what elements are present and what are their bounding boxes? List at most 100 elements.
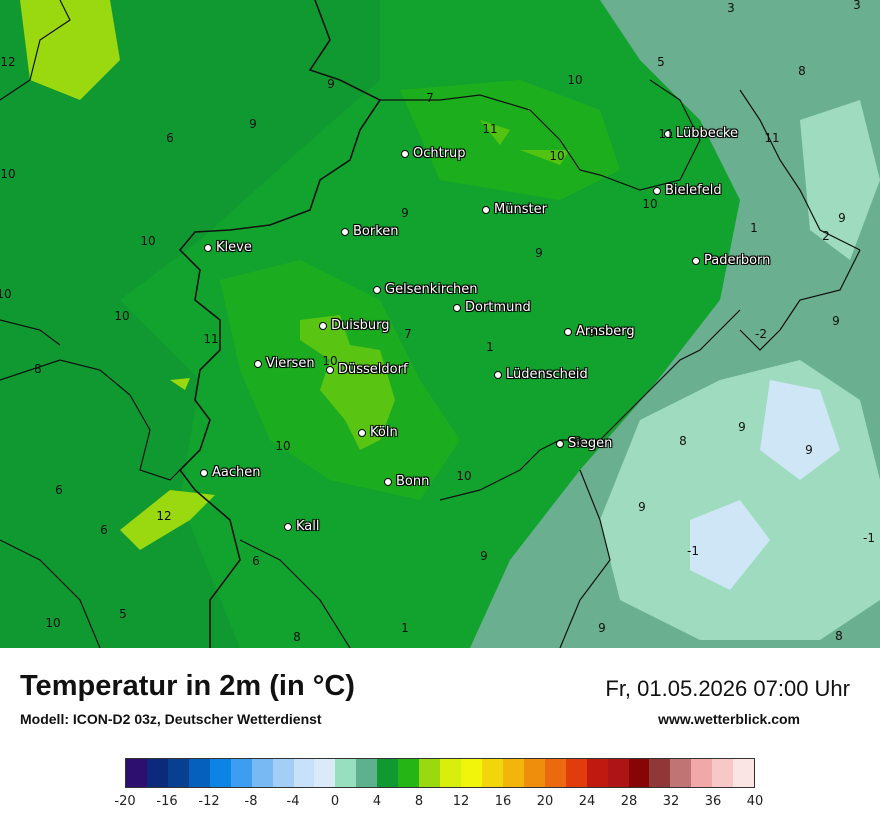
map-title: Temperatur in 2m (in °C) xyxy=(20,670,355,702)
color-scale-cell xyxy=(649,759,671,787)
color-scale-cell xyxy=(314,759,336,787)
color-scale-cell xyxy=(126,759,147,787)
map-footer: Temperatur in 2m (in °C) Modell: ICON-D2… xyxy=(0,648,880,830)
color-scale-tick-label: 8 xyxy=(414,794,424,809)
city-label: Ochtrup xyxy=(401,146,466,161)
color-scale-tick-label: 28 xyxy=(620,794,638,809)
color-scale-cell xyxy=(356,759,378,787)
map-canvas xyxy=(0,0,880,648)
color-scale-tick-label: -20 xyxy=(114,794,136,809)
color-scale-legend xyxy=(125,758,755,788)
color-scale-tick-label: 40 xyxy=(746,794,764,809)
temperature-value: 12 xyxy=(156,509,172,523)
temperature-value: 9 xyxy=(838,211,846,225)
color-scale-cell xyxy=(461,759,482,787)
temperature-value: 9 xyxy=(327,77,335,91)
city-label: Köln xyxy=(358,425,398,440)
temperature-value: 9 xyxy=(401,206,409,220)
color-scale-cell xyxy=(377,759,399,787)
color-scale-cell xyxy=(628,759,650,787)
temperature-value: 9 xyxy=(480,549,488,563)
color-scale-cell xyxy=(670,759,692,787)
temperature-value: 11 xyxy=(764,131,780,145)
temperature-value: 8 xyxy=(798,64,806,78)
temperature-value: 1 xyxy=(401,621,409,635)
color-scale-cell xyxy=(733,759,755,787)
city-label: Viersen xyxy=(254,356,315,371)
forecast-datetime: Fr, 01.05.2026 07:00 Uhr xyxy=(605,676,850,701)
temperature-value: 10 xyxy=(642,197,658,211)
color-scale-cell xyxy=(691,759,713,787)
temperature-value: 6 xyxy=(166,131,174,145)
city-marker-icon xyxy=(692,256,700,265)
color-scale-cell xyxy=(523,759,545,787)
city-marker-icon xyxy=(494,370,502,379)
city-marker-icon xyxy=(200,468,208,477)
temperature-value: 11 xyxy=(482,122,498,136)
city-marker-icon xyxy=(384,477,392,486)
temperature-value: 2 xyxy=(822,229,830,243)
temperature-value: 3 xyxy=(853,0,861,12)
color-scale-cell xyxy=(230,759,252,787)
color-scale-tick-label: 36 xyxy=(704,794,722,809)
city-label: Bonn xyxy=(384,474,429,489)
city-marker-icon xyxy=(254,359,262,368)
city-label: Kleve xyxy=(204,240,252,255)
temperature-value: 5 xyxy=(657,55,665,69)
temperature-value: 9 xyxy=(588,326,596,340)
temperature-value: 6 xyxy=(575,435,583,449)
temperature-value: 11 xyxy=(658,127,674,141)
model-source: Modell: ICON-D2 03z, Deutscher Wetterdie… xyxy=(20,711,322,727)
website-label: www.wetterblick.com xyxy=(658,711,800,727)
temperature-value: 7 xyxy=(426,91,434,105)
color-scale-tick-label: 12 xyxy=(452,794,470,809)
color-scale-tick-label: -8 xyxy=(244,794,258,809)
city-marker-icon xyxy=(326,365,334,374)
city-marker-icon xyxy=(284,522,292,531)
color-scale-cell xyxy=(251,759,273,787)
temperature-value: 9 xyxy=(249,117,257,131)
city-label: Duisburg xyxy=(319,318,390,333)
color-scale-tick-label: -4 xyxy=(286,794,300,809)
color-scale-cell xyxy=(440,759,461,787)
temperature-value: 10 xyxy=(567,73,583,87)
color-scale-cell xyxy=(419,759,441,787)
city-label: Aachen xyxy=(200,465,260,480)
city-label: Siegen xyxy=(556,436,612,451)
color-scale-cell xyxy=(398,759,420,787)
temperature-value: 10 xyxy=(114,309,130,323)
temperature-value: 9 xyxy=(638,500,646,514)
city-marker-icon xyxy=(319,321,327,330)
temperature-value: 10 xyxy=(0,167,16,181)
city-label: Düsseldorf xyxy=(326,362,408,377)
city-marker-icon xyxy=(401,149,409,158)
color-scale-cell xyxy=(712,759,734,787)
color-scale-cell xyxy=(607,759,629,787)
temperature-value: 10 xyxy=(549,149,565,163)
temperature-value: 9 xyxy=(535,246,543,260)
temperature-value: -1 xyxy=(687,544,699,558)
city-label: Dortmund xyxy=(453,300,531,315)
temperature-value: 11 xyxy=(203,332,219,346)
color-scale-cell xyxy=(272,759,294,787)
temperature-value: 9 xyxy=(738,420,746,434)
temperature-value: 10 xyxy=(275,439,291,453)
temperature-value: 8 xyxy=(679,434,687,448)
temperature-value: 9 xyxy=(832,314,840,328)
color-scale-tick-label: 32 xyxy=(662,794,680,809)
temperature-value: 10 xyxy=(0,287,12,301)
temperature-value: 9 xyxy=(598,621,606,635)
temperature-value: 5 xyxy=(119,607,127,621)
city-marker-icon xyxy=(358,428,366,437)
city-marker-icon xyxy=(341,227,349,236)
city-marker-icon xyxy=(482,205,490,214)
color-scale-cell xyxy=(481,759,503,787)
temperature-value: 3 xyxy=(727,1,735,15)
color-scale-cell xyxy=(167,759,189,787)
temperature-value: 12 xyxy=(0,55,16,69)
city-label: Paderborn xyxy=(692,253,770,268)
temperature-value: -2 xyxy=(755,327,767,341)
temperature-value: 6 xyxy=(55,483,63,497)
city-label: Bielefeld xyxy=(653,183,722,198)
temperature-value: 10 xyxy=(456,469,472,483)
